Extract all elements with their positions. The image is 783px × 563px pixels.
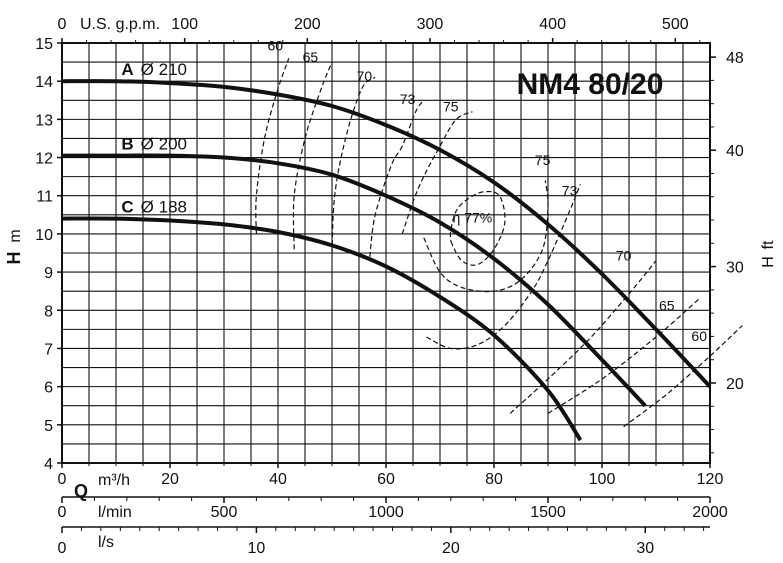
y-right-tick-label: 40 xyxy=(726,143,744,160)
top-tick-label: 500 xyxy=(662,16,689,33)
efficiency-label: 73 xyxy=(400,91,416,107)
performance-curves xyxy=(61,79,712,442)
x-tick-label: 60 xyxy=(377,471,395,488)
top-tick-label: 400 xyxy=(539,16,566,33)
lmin-axis-unit: l/min xyxy=(98,504,132,521)
y-tick-label: 8 xyxy=(44,303,53,320)
curve-label-a: A Ø 210 xyxy=(121,60,187,79)
x-tick-label: 80 xyxy=(485,471,503,488)
y-axis-title: H xyxy=(4,252,24,265)
top-tick-label: 100 xyxy=(171,16,198,33)
x-tick-label: 0 xyxy=(58,471,67,488)
x-tick-label: 40 xyxy=(269,471,287,488)
y-tick-label: 14 xyxy=(35,74,53,91)
efficiency-label: 75 xyxy=(443,99,459,115)
efficiency-contours: 60 60 65 65 70 70 73 73 75 75 η 77% xyxy=(255,38,743,428)
efficiency-contour-5 xyxy=(401,111,473,235)
y-tick-label: 6 xyxy=(44,380,53,397)
y-tick-label: 11 xyxy=(36,189,53,206)
curve-a xyxy=(61,79,712,388)
efficiency-contour-4-right xyxy=(426,184,581,350)
y-tick-label: 5 xyxy=(44,418,53,435)
lmin-tick-label: 1500 xyxy=(530,504,566,521)
grid xyxy=(62,43,710,463)
y-right-axis-title: H xyxy=(760,256,777,268)
y-tick-label: 9 xyxy=(44,265,53,282)
x-axis-title: Q xyxy=(74,481,88,501)
ls-axis-unit: l/s xyxy=(98,534,114,551)
chart-title: NM4 80/20 xyxy=(517,68,664,101)
efficiency-label-right: 70 xyxy=(616,248,632,264)
y-tick-label: 15 xyxy=(35,36,53,53)
efficiency-label-right: 65 xyxy=(659,297,675,313)
curve-label-c: C Ø 188 xyxy=(121,198,187,217)
y-tick-label: 4 xyxy=(44,456,53,473)
lmin-tick-label: 2000 xyxy=(692,504,728,521)
efficiency-label-right: 60 xyxy=(691,328,707,344)
curve-letter: C xyxy=(121,198,133,217)
x-tick-label: 100 xyxy=(589,471,616,488)
top-tick-label: 200 xyxy=(294,16,321,33)
efficiency-contour-3 xyxy=(331,76,376,254)
curve-diameter: Ø 188 xyxy=(141,198,187,217)
top-axis-unit: U.S. g.p.m. xyxy=(80,16,160,33)
lmin-tick-label: 1000 xyxy=(368,504,404,521)
y-tick-label: 7 xyxy=(44,341,53,358)
ls-tick-label: 20 xyxy=(442,540,460,557)
curve-label-b: B Ø 200 xyxy=(121,135,187,154)
y-axis-unit: m xyxy=(7,229,24,242)
efficiency-label: 60 xyxy=(268,38,284,54)
chart-labels: NM4 80/20 A Ø 210 B Ø 200 C Ø 188 xyxy=(121,60,663,216)
ls-tick-label: 0 xyxy=(58,540,67,557)
y-right-axis-unit: ft xyxy=(760,240,777,249)
efficiency-label-right: 75 xyxy=(535,152,551,168)
y-tick-label: 12 xyxy=(35,151,53,168)
efficiency-label: 65 xyxy=(303,49,319,65)
y-tick-label: 13 xyxy=(35,112,53,129)
curve-b xyxy=(62,153,647,408)
curve-letter: A xyxy=(121,60,133,79)
curve-letter: B xyxy=(121,135,133,154)
y-right-tick-label: 48 xyxy=(726,50,744,67)
efficiency-contour-2-right xyxy=(547,298,700,414)
efficiency-contour-5-right xyxy=(423,180,549,293)
curve-diameter: Ø 200 xyxy=(141,135,187,154)
efficiency-contour-6 xyxy=(449,190,506,266)
curve-diameter: Ø 210 xyxy=(141,60,187,79)
y-right-tick-label: 30 xyxy=(726,260,744,277)
x-axis-unit-m3h: m³/h xyxy=(98,472,130,489)
ls-tick-label: 30 xyxy=(636,540,654,557)
ls-tick-label: 10 xyxy=(248,540,266,557)
lmin-tick-label: 500 xyxy=(211,504,238,521)
y-tick-label: 10 xyxy=(35,227,53,244)
efficiency-contour-1 xyxy=(255,58,290,234)
top-tick-label: 300 xyxy=(417,16,444,33)
efficiency-contour-2 xyxy=(292,61,333,250)
top-tick-label: 0 xyxy=(58,16,67,33)
y-right-tick-label: 20 xyxy=(726,376,744,393)
lmin-tick-label: 0 xyxy=(58,504,67,521)
curve-c xyxy=(61,216,583,442)
efficiency-label: 70 xyxy=(357,68,373,84)
efficiency-contour-3-right xyxy=(509,260,657,414)
efficiency-label: η 77% xyxy=(453,209,493,225)
x-tick-label: 20 xyxy=(161,471,179,488)
efficiency-label-right: 73 xyxy=(562,183,578,199)
efficiency-contour-4 xyxy=(369,99,425,257)
x-tick-label: 120 xyxy=(697,471,724,488)
efficiency-contour-1-right xyxy=(623,325,743,428)
